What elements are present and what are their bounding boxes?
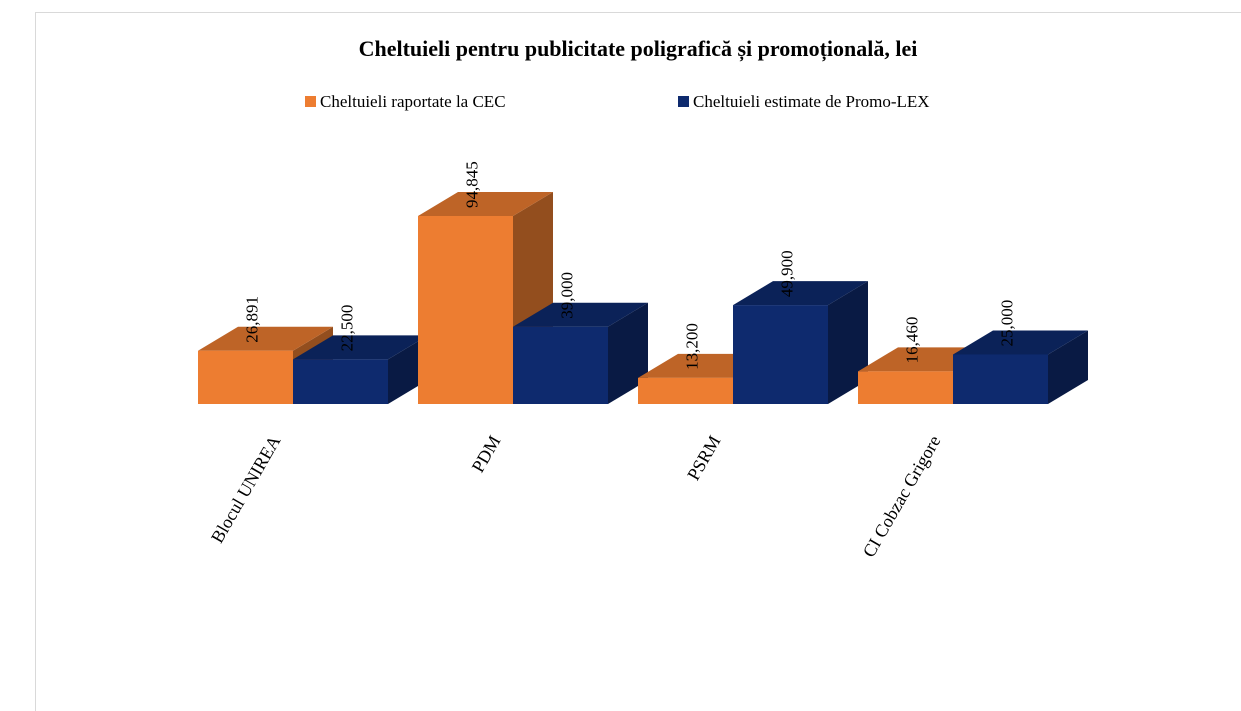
value-label: 22,500 bbox=[338, 305, 357, 352]
bar-top bbox=[418, 192, 553, 216]
bar bbox=[198, 350, 293, 404]
value-label: 94,845 bbox=[463, 161, 482, 208]
x-tick-label: Blocul UNIREA bbox=[207, 432, 285, 546]
bar bbox=[733, 305, 828, 404]
bar-top bbox=[293, 335, 428, 360]
bar bbox=[638, 377, 733, 404]
legend-swatch bbox=[678, 96, 689, 107]
x-tick-label: PSRM bbox=[683, 432, 724, 484]
bar-top bbox=[198, 326, 333, 351]
bar bbox=[858, 371, 953, 404]
bar bbox=[293, 359, 388, 404]
value-label: 13,200 bbox=[683, 323, 702, 370]
value-label: 49,900 bbox=[778, 250, 797, 297]
bar bbox=[418, 216, 513, 404]
value-label: 39,000 bbox=[558, 272, 577, 319]
chart-frame bbox=[35, 12, 1241, 711]
value-label: 25,000 bbox=[998, 300, 1017, 347]
legend-swatch bbox=[305, 96, 316, 107]
bar-side bbox=[1048, 330, 1088, 404]
legend-label: Cheltuieli raportate la CEC bbox=[320, 92, 506, 111]
value-label: 16,460 bbox=[903, 317, 922, 364]
legend-label: Cheltuieli estimate de Promo-LEX bbox=[693, 92, 930, 111]
x-tick-label: PDM bbox=[468, 432, 505, 476]
bar bbox=[513, 326, 608, 404]
chart-title: Cheltuieli pentru publicitate poligrafic… bbox=[359, 36, 918, 62]
bar-top bbox=[733, 281, 868, 306]
x-tick-label: CI Cobzac Grigore bbox=[859, 432, 945, 561]
bar-top bbox=[513, 302, 648, 327]
bar-top bbox=[953, 330, 1088, 355]
bar bbox=[953, 354, 1048, 404]
value-label: 26,891 bbox=[243, 296, 262, 343]
